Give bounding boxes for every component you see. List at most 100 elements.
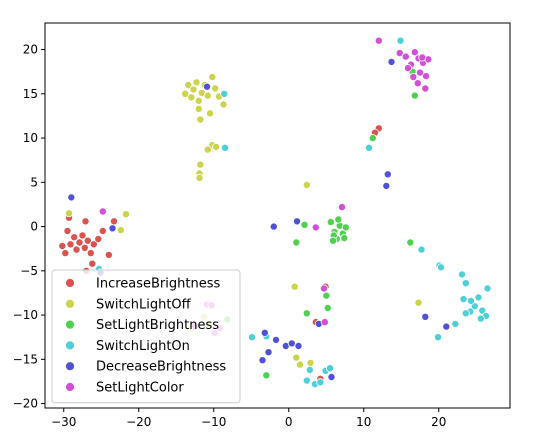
y-tick-label: 10 xyxy=(23,131,38,145)
data-point xyxy=(211,84,220,93)
data-point xyxy=(220,89,229,98)
data-point xyxy=(194,104,203,113)
y-tick-label: −10 xyxy=(13,308,38,322)
data-point xyxy=(457,270,466,279)
legend-marker xyxy=(65,361,75,372)
data-point xyxy=(208,73,217,82)
data-point xyxy=(323,303,332,312)
data-point xyxy=(374,36,383,45)
axes-frame xyxy=(44,22,511,409)
data-point xyxy=(269,222,278,231)
x-tick-label: −30 xyxy=(51,415,76,429)
data-point xyxy=(442,322,451,331)
data-point xyxy=(194,96,203,105)
data-point xyxy=(63,226,72,235)
data-point xyxy=(271,335,280,344)
data-point xyxy=(58,241,67,250)
data-point xyxy=(72,245,81,254)
data-point xyxy=(415,68,424,77)
data-point xyxy=(184,81,193,90)
data-point xyxy=(410,91,419,100)
data-point xyxy=(466,296,475,305)
data-point xyxy=(328,236,337,245)
data-point xyxy=(305,365,314,374)
data-point xyxy=(418,53,427,62)
data-point xyxy=(409,73,418,82)
data-point xyxy=(459,295,468,304)
data-point xyxy=(189,85,198,94)
data-point xyxy=(202,82,211,91)
data-point xyxy=(302,309,311,318)
data-point xyxy=(319,284,328,293)
legend: IncreaseBrightness SwitchLightOff SetLight… xyxy=(51,269,241,404)
x-tick-label: −10 xyxy=(201,415,226,429)
data-point xyxy=(260,328,269,337)
data-point xyxy=(287,339,296,348)
data-point xyxy=(211,142,220,151)
data-point xyxy=(80,243,89,252)
data-point xyxy=(292,217,301,226)
data-point xyxy=(474,293,483,302)
data-point xyxy=(70,233,79,242)
data-point xyxy=(290,282,299,291)
data-point xyxy=(89,240,98,249)
data-point xyxy=(61,249,70,258)
data-point xyxy=(325,364,334,373)
data-point xyxy=(403,64,412,73)
data-point xyxy=(81,217,90,226)
data-point xyxy=(410,48,419,57)
data-point xyxy=(421,72,430,81)
data-point xyxy=(436,263,445,272)
legend-label: SwitchLightOff xyxy=(96,297,192,312)
data-point xyxy=(83,236,92,245)
y-tick-label: 0 xyxy=(30,220,38,234)
data-point xyxy=(258,356,267,365)
data-point xyxy=(88,259,97,268)
x-tick-label: −20 xyxy=(126,415,151,429)
data-point xyxy=(306,358,315,367)
data-point xyxy=(247,333,256,342)
data-point xyxy=(196,115,205,124)
legend-marker xyxy=(65,382,75,392)
data-point xyxy=(341,223,350,232)
data-point xyxy=(192,78,201,87)
data-point xyxy=(300,220,309,229)
data-point xyxy=(203,145,212,154)
data-point xyxy=(264,348,273,357)
data-point xyxy=(110,217,119,226)
legend-marker xyxy=(65,340,75,351)
data-point xyxy=(187,93,196,102)
data-point xyxy=(413,79,422,88)
legend-marker xyxy=(65,278,75,288)
data-point xyxy=(478,306,487,315)
legend-box xyxy=(51,269,241,404)
y-tick-label: 5 xyxy=(30,175,38,189)
data-point xyxy=(98,226,107,235)
data-point xyxy=(327,372,336,381)
data-point xyxy=(340,234,349,243)
y-tick-label: 20 xyxy=(23,43,38,57)
legend-label: SetLightColor xyxy=(96,381,184,396)
data-point xyxy=(326,218,335,227)
data-point xyxy=(104,250,113,259)
data-point xyxy=(116,226,125,235)
data-point xyxy=(383,170,392,179)
legend-label: SetLightBrightness xyxy=(96,318,219,333)
data-point xyxy=(382,181,391,190)
data-point xyxy=(322,291,331,300)
data-point xyxy=(406,238,415,247)
data-point xyxy=(470,302,479,311)
data-point xyxy=(395,49,404,58)
data-point xyxy=(451,319,460,328)
data-point xyxy=(203,91,212,100)
data-point xyxy=(421,312,430,321)
data-point xyxy=(311,223,320,232)
legend-marker xyxy=(65,298,75,309)
data-point xyxy=(461,309,470,318)
x-tick-label: 10 xyxy=(356,415,371,429)
data-point xyxy=(262,371,271,380)
legend-label: SwitchLightOn xyxy=(96,339,190,354)
data-point xyxy=(387,57,396,66)
data-point xyxy=(181,89,190,98)
